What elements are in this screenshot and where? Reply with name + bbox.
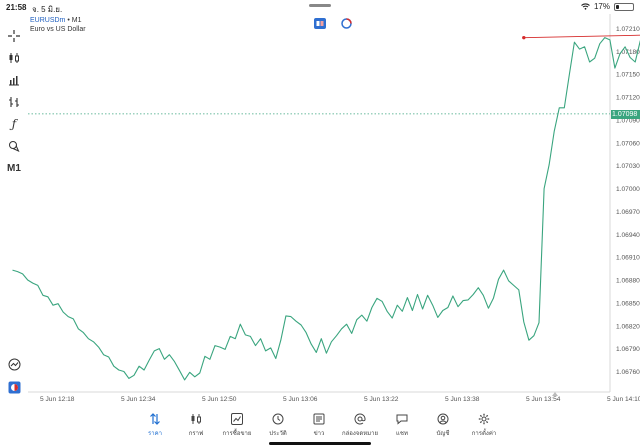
nav-item-quotes[interactable]: ราคา	[132, 409, 178, 447]
symbol-timeframe: M1	[71, 17, 82, 24]
status-dots-indicator	[309, 4, 331, 7]
symbol-header: EURUSDm • M1 Euro vs US Dollar	[30, 16, 86, 34]
nav-item-account[interactable]: บัญชี	[420, 409, 466, 447]
time-axis-label: 5 Jun 12:50	[202, 396, 237, 403]
candlestick-icon[interactable]	[6, 50, 22, 66]
price-axis-label: 1.07030	[616, 163, 640, 170]
nav-item-trade[interactable]: การซื้อขาย	[214, 409, 260, 447]
battery-percent: 17%	[593, 2, 610, 11]
price-line	[12, 37, 640, 381]
nav-item-label: กราฟ	[188, 431, 204, 437]
price-axis-label: 1.07150	[616, 72, 640, 79]
time-axis-label: 5 Jun 14:10	[607, 396, 640, 403]
scroll-marker-icon[interactable]	[552, 392, 558, 396]
nav-item-label: แชท	[396, 431, 408, 437]
time-axis-label: 5 Jun 13:38	[445, 396, 480, 403]
time-axis-label: 5 Jun 13:06	[283, 396, 318, 403]
nav-item-label: กล่องจดหมาย	[341, 431, 379, 437]
nav-item-chart[interactable]: กราฟ	[173, 409, 219, 447]
time-axis-label: 5 Jun 13:54	[526, 396, 561, 403]
function-icon[interactable]: ƒ	[11, 117, 17, 131]
bottom-navigation: ราคา กราฟ การซื้อขาย ประวัติ ข่าว กล่องจดหมาย…	[0, 409, 640, 447]
price-axis-label: 1.06850	[616, 300, 640, 307]
price-axis-label: 1.07000	[616, 186, 640, 193]
price-axis-label: 1.06790	[616, 346, 640, 353]
mailbox-icon	[354, 412, 366, 426]
history-icon	[272, 412, 284, 426]
symbol-separator: •	[67, 17, 70, 24]
nav-item-mailbox[interactable]: กล่องจดหมาย	[337, 409, 383, 447]
settings-icon	[478, 412, 490, 426]
wifi-icon	[581, 3, 590, 10]
battery-icon	[614, 2, 634, 11]
indicator-toggle-icon[interactable]	[340, 18, 352, 29]
account-icon	[437, 412, 449, 426]
trendline-anchor-start[interactable]	[522, 35, 526, 40]
status-bar: 21:58 จ. 5 มิ.ย. 17%	[0, 0, 640, 14]
sell-buy-icon[interactable]	[314, 18, 326, 29]
nav-item-settings[interactable]: การตั้งค่า	[461, 409, 507, 447]
price-axis-label: 1.06880	[616, 278, 640, 285]
crosshair-icon[interactable]	[6, 28, 22, 44]
time-axis-label: 5 Jun 12:18	[40, 396, 75, 403]
price-axis-label: 1.06940	[616, 232, 640, 239]
price-chart[interactable]: 1.072101.071801.071501.071201.070901.070…	[0, 0, 640, 409]
symbol-name[interactable]: EURUSDm	[30, 17, 66, 24]
nav-item-chat[interactable]: แชท	[379, 409, 425, 447]
nav-item-label: บัญชี	[436, 431, 450, 437]
symbol-description: Euro vs US Dollar	[30, 26, 86, 33]
status-date: จ. 5 มิ.ย.	[32, 5, 63, 14]
trendline[interactable]	[523, 31, 640, 39]
chart-object-buttons	[314, 18, 352, 29]
price-axis-label: 1.06820	[616, 323, 640, 330]
nav-item-label: ข่าว	[313, 431, 325, 437]
price-axis-label: 1.06760	[616, 369, 640, 376]
nav-item-label: การตั้งค่า	[471, 431, 497, 437]
nav-item-news[interactable]: ข่าว	[296, 409, 342, 447]
bar-chart-icon[interactable]	[6, 72, 22, 88]
price-axis-label: 1.07210	[616, 26, 640, 33]
one-click-trading-icon[interactable]	[6, 379, 22, 395]
timeframe-button[interactable]: M1	[7, 162, 21, 174]
news-icon	[313, 412, 325, 426]
time-axis-label: 5 Jun 12:34	[121, 396, 156, 403]
chat-icon	[396, 412, 408, 426]
current-price-tag: 1.07098	[611, 110, 640, 119]
nav-item-label: ประวัติ	[269, 431, 287, 437]
time-axis: 5 Jun 12:18 5 Jun 12:34 5 Jun 12:50 5 Jun 1…	[40, 396, 640, 403]
price-axis-label: 1.07060	[616, 140, 640, 147]
trade-icon	[231, 412, 243, 426]
status-right: 17%	[581, 2, 634, 11]
ohlc-icon[interactable]	[6, 94, 22, 110]
battery-fill	[616, 4, 619, 9]
nav-item-label: ราคา	[148, 431, 162, 437]
chart-icon	[190, 412, 202, 426]
nav-item-history[interactable]: ประวัติ	[255, 409, 301, 447]
time-axis-label: 5 Jun 13:22	[364, 396, 399, 403]
status-time: 21:58	[6, 3, 27, 12]
quotes-icon	[149, 412, 161, 426]
price-axis: 1.072101.071801.071501.071201.070901.070…	[616, 26, 640, 376]
price-axis-label: 1.06970	[616, 209, 640, 216]
objects-icon[interactable]	[6, 138, 22, 154]
price-axis-label: 1.06910	[616, 255, 640, 262]
nav-item-label: การซื้อขาย	[222, 431, 252, 437]
price-axis-label: 1.07090	[616, 117, 640, 124]
home-indicator	[269, 442, 371, 445]
signal-icon[interactable]	[6, 356, 22, 372]
price-axis-label: 1.07120	[616, 95, 640, 102]
